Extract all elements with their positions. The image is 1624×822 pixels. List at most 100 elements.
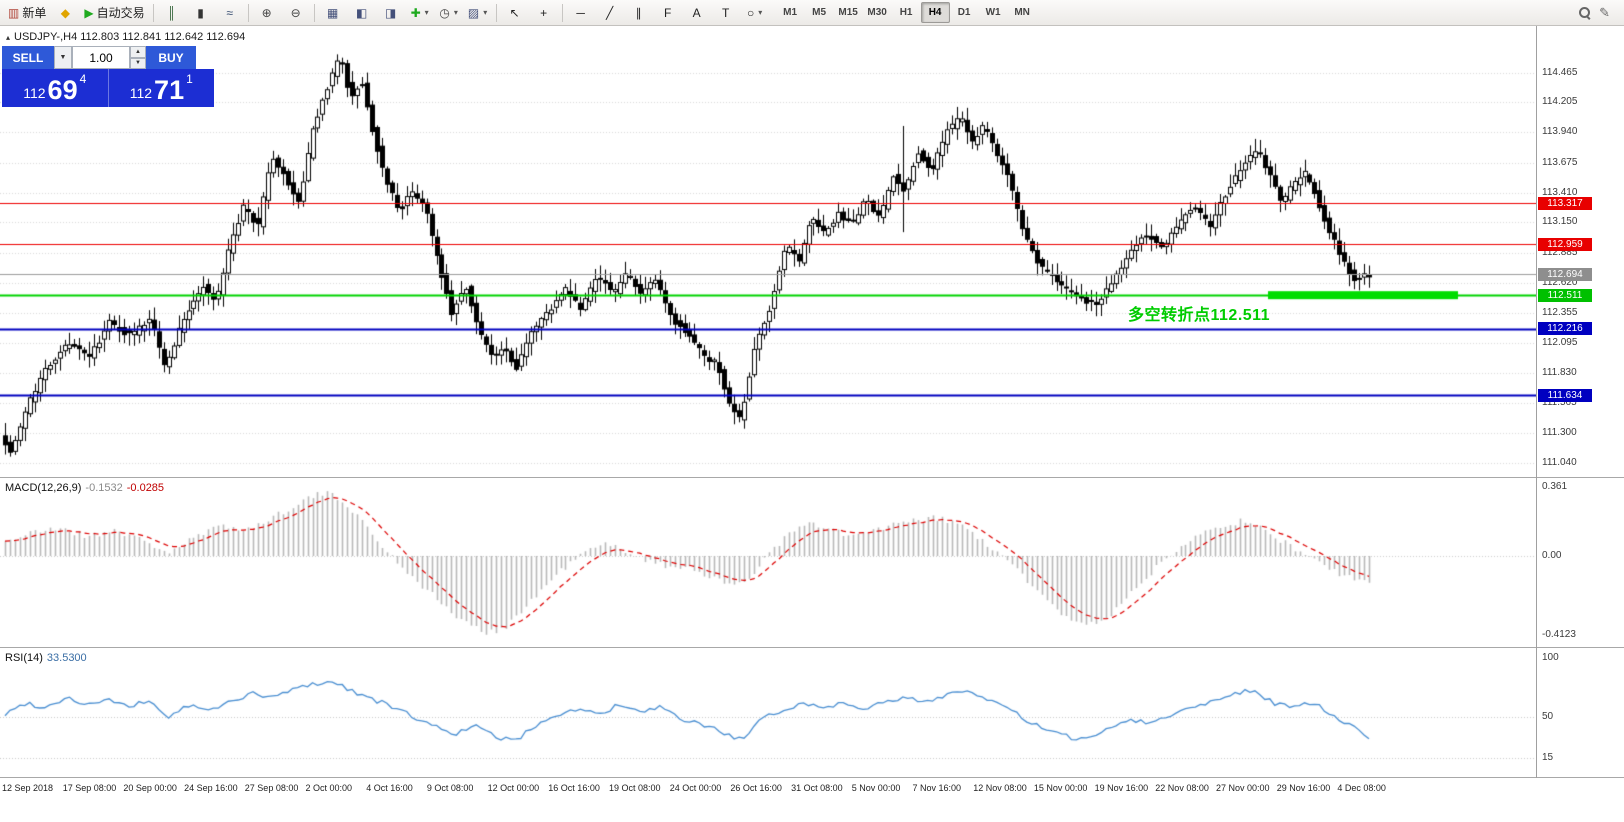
fibonacci-button[interactable]: F <box>663 5 672 20</box>
zoom-in-button[interactable]: ⊕ <box>261 5 272 20</box>
time-axis-label: 12 Oct 00:00 <box>487 783 540 793</box>
time-axis[interactable]: 12 Sep 2018 17 Sep 08:00 20 Sep 00:00 24 Se… <box>0 778 1624 822</box>
time-axis-label: 24 Oct 00:00 <box>669 783 722 793</box>
crosshair-button[interactable]: + <box>540 5 548 20</box>
buy-price-prefix: 112 <box>129 85 153 101</box>
timeframe-h4-button[interactable]: H4 <box>920 2 950 23</box>
chevron-down-icon: ▾ <box>483 8 488 17</box>
macd-value-2: -0.0285 <box>126 482 165 494</box>
time-axis-label: 9 Oct 08:00 <box>426 783 474 793</box>
volume-decrease-button[interactable]: ▼ <box>130 57 146 69</box>
volume-dropdown[interactable]: ▼ <box>54 46 72 69</box>
buy-price-big: 71 <box>154 75 185 106</box>
turning-point-annotation[interactable]: 多空转折点112.511 <box>1128 307 1271 324</box>
cursor-button[interactable]: ↖ <box>509 5 520 20</box>
trade-controls-row: SELL ▼ ▲ ▼ BUY <box>2 46 214 69</box>
symbol-ohlc-header: ▴ USDJPY-,H4 112.803 112.841 112.642 112… <box>6 31 245 43</box>
buy-button[interactable]: BUY <box>146 46 196 69</box>
trendline-button[interactable]: ╱ <box>605 5 614 20</box>
price-axis-label: 112.095 <box>1542 336 1578 348</box>
edit-icon[interactable]: ✎ <box>1599 4 1610 20</box>
price-badge: 113.317 <box>1538 196 1592 210</box>
rsi-value: 33.5300 <box>46 652 87 664</box>
timeframe-group: M1 M5 M15 M30 H1 H4 D1 W1 MN <box>776 2 1037 23</box>
periods-button[interactable]: ◷ ▾ <box>439 5 458 20</box>
label-button[interactable]: T <box>721 5 730 20</box>
chevron-down-icon: ▾ <box>453 8 458 17</box>
line-chart-button[interactable]: ≈ <box>226 5 233 20</box>
sell-price-sup: 4 <box>79 72 87 86</box>
price-chart-canvas[interactable] <box>0 26 1536 477</box>
time-axis-label: 2 Oct 00:00 <box>305 783 353 793</box>
timeframe-m15-button[interactable]: M15 <box>838 7 858 18</box>
tile-windows-button[interactable]: ▦ <box>326 5 339 20</box>
time-axis-label: 22 Nov 08:00 <box>1155 783 1209 793</box>
macd-indicator-canvas[interactable] <box>0 478 1536 647</box>
price-axis-label: 112.620 <box>1542 276 1578 288</box>
macd-value-1: -0.1532 <box>85 482 123 494</box>
timeframe-m5-button[interactable]: M5 <box>812 7 827 18</box>
sell-price-prefix: 112 <box>23 85 46 101</box>
timeframe-m30-button[interactable]: M30 <box>867 7 887 18</box>
macd-axis-label: -0.4123 <box>1542 628 1576 640</box>
time-axis-label: 27 Nov 00:00 <box>1216 783 1270 793</box>
rsi-timeaxis-splitter <box>0 777 1624 778</box>
timeframe-d1-button[interactable]: D1 <box>957 7 971 18</box>
indicators-button[interactable]: ✚ ▾ <box>410 5 429 20</box>
horizontal-line-button[interactable]: ─ <box>576 5 585 20</box>
sell-price[interactable]: 112 69 4 <box>2 69 108 107</box>
bar-chart-button[interactable]: ║ <box>167 5 176 20</box>
arrange-windows-button[interactable]: ◨ <box>384 5 397 20</box>
time-axis-label: 12 Nov 08:00 <box>973 783 1027 793</box>
sell-button[interactable]: SELL <box>2 46 54 69</box>
price-badge: 112.511 <box>1538 288 1592 302</box>
price-badge: 112.694 <box>1538 267 1592 281</box>
rsi-axis-label: 50 <box>1542 711 1554 722</box>
volume-input[interactable] <box>72 46 130 69</box>
channel-button[interactable]: ∥ <box>635 5 642 20</box>
macd-axis-label: 0.361 <box>1542 481 1568 493</box>
price-axis[interactable]: 114.465 114.205 113.940 113.675 113.410 113.1… <box>1537 26 1624 778</box>
time-axis-label: 19 Nov 16:00 <box>1094 783 1149 793</box>
price-axis-label: 113.410 <box>1542 186 1578 198</box>
volume-increase-button[interactable]: ▲ <box>130 46 146 58</box>
sell-price-big: 69 <box>47 75 78 106</box>
buy-price[interactable]: 112 71 1 <box>107 69 215 107</box>
macd-rsi-splitter[interactable] <box>0 647 1624 648</box>
time-axis-label: 5 Nov 00:00 <box>851 783 901 793</box>
alert-icon[interactable]: ◆ <box>60 5 70 20</box>
toolbar-separator <box>561 3 563 22</box>
search-icon[interactable] <box>1578 6 1591 19</box>
time-axis-label: 26 Oct 16:00 <box>730 783 782 793</box>
timeframe-m1-button[interactable]: M1 <box>783 7 798 18</box>
toolbar-right: ✎ <box>1578 5 1620 21</box>
chart-macd-splitter[interactable] <box>0 477 1624 478</box>
timeframe-w1-button[interactable]: W1 <box>985 7 1001 18</box>
rsi-indicator-canvas[interactable] <box>0 648 1536 777</box>
price-axis-label: 114.205 <box>1542 96 1578 108</box>
time-axis-label: 7 Nov 16:00 <box>912 783 962 793</box>
new-order-button[interactable]: ▥ 新单 <box>8 5 47 20</box>
rsi-name: RSI(14) <box>5 652 43 664</box>
time-axis-label: 24 Sep 16:00 <box>184 783 238 793</box>
toolbar-buttons: ▥ 新单 ◆ ▶ 自动交易 ║ ▮ ≈ ⊕ ⊖ ▦ ◧ ◨ ✚ ▾ ◷ ▾ ▨ ▾ ↖ + ─ ╱ ∥ F A T ○ ▾ <box>4 2 769 24</box>
zoom-out-button[interactable]: ⊖ <box>290 5 301 20</box>
text-button[interactable]: A <box>692 5 701 20</box>
timeframe-h1-button[interactable]: H1 <box>899 7 913 18</box>
toolbar-separator <box>247 3 249 22</box>
templates-button[interactable]: ▨ ▾ <box>467 5 488 20</box>
cascade-windows-button[interactable]: ◧ <box>355 5 368 20</box>
shapes-button[interactable]: ○ ▾ <box>746 5 763 20</box>
toolbar-separator <box>152 3 154 22</box>
timeframe-mn-button[interactable]: MN <box>1014 7 1030 18</box>
time-axis-label: 4 Oct 16:00 <box>366 783 413 793</box>
price-axis-label: 114.465 <box>1542 66 1578 78</box>
price-badge: 112.959 <box>1538 237 1592 251</box>
time-axis-label: 17 Sep 08:00 <box>62 783 117 793</box>
autotrading-button[interactable]: ▶ 自动交易 <box>84 5 145 20</box>
ohlc-marker-icon: ▴ <box>6 32 11 42</box>
time-axis-label: 12 Sep 2018 <box>2 783 54 793</box>
candlestick-chart-button[interactable]: ▮ <box>197 5 204 20</box>
